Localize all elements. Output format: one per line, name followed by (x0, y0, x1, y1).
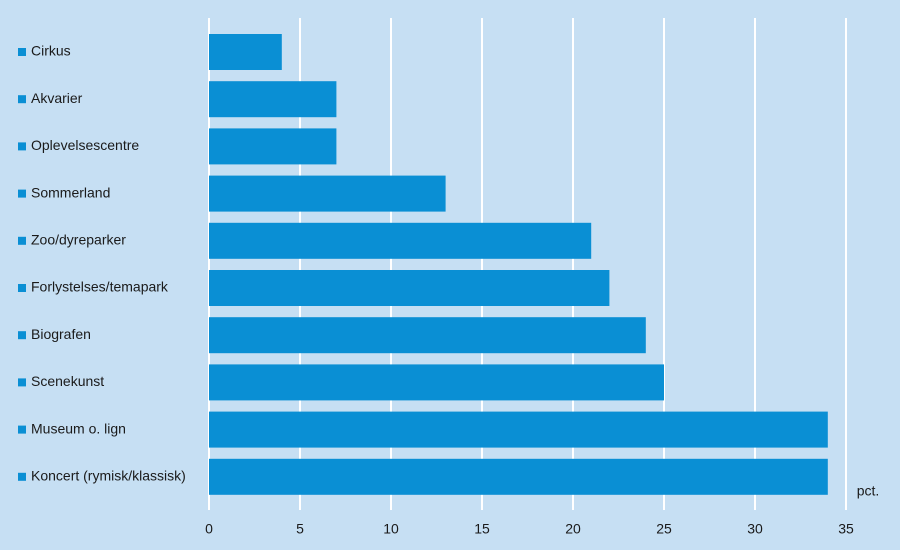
category-marker (18, 95, 26, 104)
bar (209, 270, 610, 306)
category-marker (18, 472, 26, 481)
bar (209, 222, 592, 259)
y-tick-label: Scenekunst (31, 373, 104, 389)
y-tick-label: Museum o. lign (31, 420, 126, 436)
category-marker (18, 142, 26, 151)
y-tick-label: Sommerland (31, 184, 110, 200)
bar (209, 411, 828, 448)
y-tick-label: Biografen (31, 326, 91, 342)
bar (209, 175, 446, 212)
category-marker (18, 378, 26, 387)
unit-label: pct. (857, 483, 880, 499)
y-tick-label: Oplevelsescentre (31, 137, 139, 153)
y-tick-label: Koncert (rymisk/klassisk) (31, 468, 186, 484)
bar (209, 317, 646, 354)
x-tick-label: 20 (565, 521, 581, 537)
bar (209, 458, 828, 495)
bar (209, 81, 337, 118)
y-tick-label: Zoo/dyreparker (31, 232, 126, 248)
bar (209, 128, 337, 165)
y-tick-label: Akvarier (31, 90, 83, 106)
category-marker (18, 331, 26, 340)
category-marker (18, 236, 26, 245)
x-tick-label: 0 (205, 521, 213, 537)
bar (209, 34, 282, 70)
y-tick-label: Cirkus (31, 43, 71, 59)
category-marker (18, 284, 26, 292)
x-tick-label: 25 (656, 521, 672, 537)
y-tick-label: Forlystelses/temapark (31, 279, 169, 295)
bar (209, 364, 664, 401)
x-tick-label: 5 (296, 521, 304, 537)
x-tick-label: 10 (383, 521, 399, 537)
x-tick-label: 15 (474, 521, 490, 537)
category-marker (18, 425, 26, 434)
category-marker (18, 48, 26, 56)
category-marker (18, 189, 26, 198)
x-tick-label: 30 (747, 521, 763, 537)
x-tick-label: 35 (838, 521, 854, 537)
